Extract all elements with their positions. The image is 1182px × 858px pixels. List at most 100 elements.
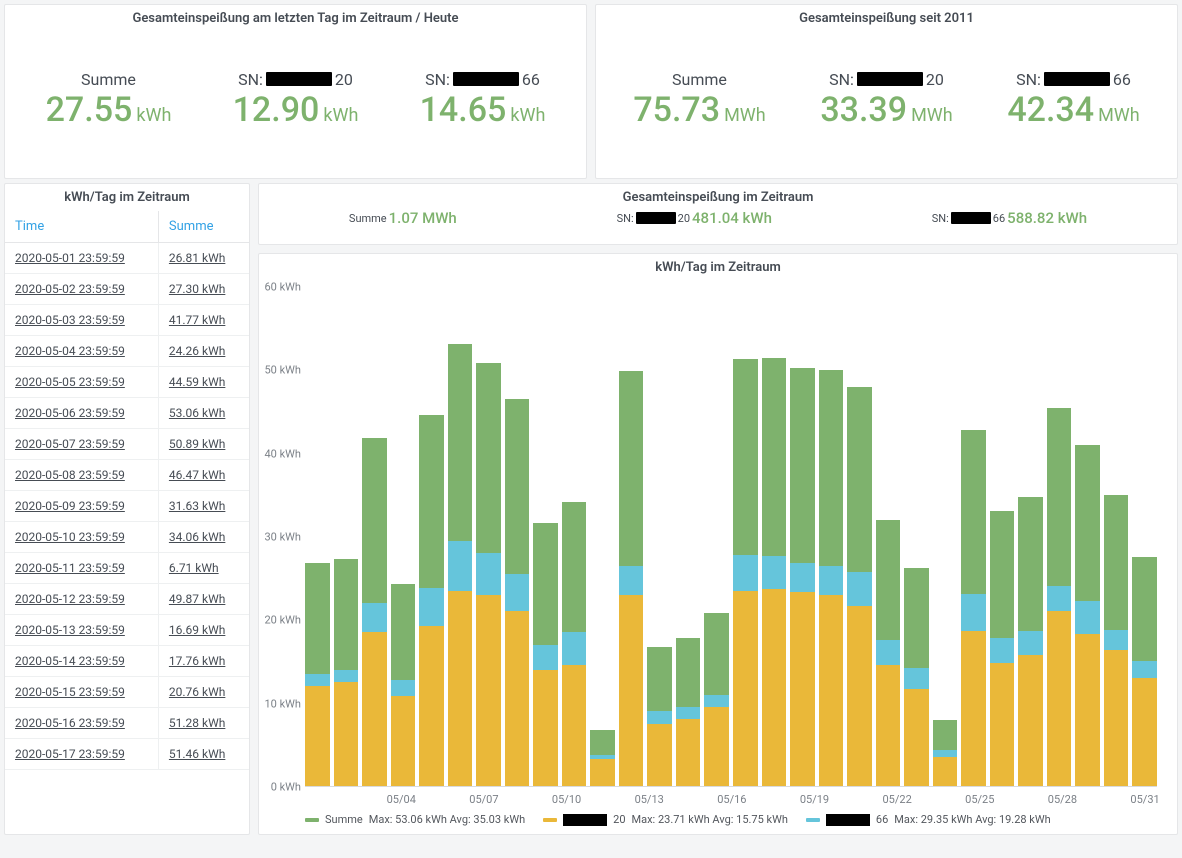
cell-time[interactable]: 2020-05-05 23:59:59 xyxy=(15,375,125,389)
table-row[interactable]: 2020-05-02 23:59:59 27.30 kWh xyxy=(5,274,249,305)
bar-column[interactable] xyxy=(362,287,387,786)
redacted-serial xyxy=(1044,72,1110,86)
table-row[interactable]: 2020-05-08 23:59:59 46.47 kWh xyxy=(5,460,249,491)
legend-item[interactable]: Summe Max: 53.06 kWh Avg: 35.03 kWh xyxy=(305,813,525,826)
panel-title: kWh/Tag im Zeitraum xyxy=(259,254,1177,277)
bar-column[interactable] xyxy=(847,287,872,786)
cell-value[interactable]: 44.59 kWh xyxy=(169,375,225,389)
legend-item[interactable]: 66 Max: 29.35 kWh Avg: 19.28 kWh xyxy=(806,813,1051,826)
cell-value[interactable]: 51.28 kWh xyxy=(169,716,225,730)
bar-column[interactable] xyxy=(762,287,787,786)
legend-item[interactable]: 20 Max: 23.71 kWh Avg: 15.75 kWh xyxy=(543,813,788,826)
cell-value[interactable]: 24.26 kWh xyxy=(169,344,225,358)
table-row[interactable]: 2020-05-13 23:59:59 16.69 kWh xyxy=(5,615,249,646)
bar-column[interactable] xyxy=(990,287,1015,786)
bar-column[interactable] xyxy=(448,287,473,786)
cell-time[interactable]: 2020-05-12 23:59:59 xyxy=(15,592,125,606)
cell-time[interactable]: 2020-05-07 23:59:59 xyxy=(15,437,125,451)
cell-time[interactable]: 2020-05-03 23:59:59 xyxy=(15,313,125,327)
col-time[interactable]: Time xyxy=(5,211,158,243)
table-row[interactable]: 2020-05-09 23:59:59 31.63 kWh xyxy=(5,491,249,522)
table-row[interactable]: 2020-05-05 23:59:59 44.59 kWh xyxy=(5,367,249,398)
bar-column[interactable] xyxy=(819,287,844,786)
bar-column[interactable] xyxy=(619,287,644,786)
cell-time[interactable]: 2020-05-11 23:59:59 xyxy=(15,561,125,575)
bar-column[interactable] xyxy=(533,287,558,786)
cell-value[interactable]: 20.76 kWh xyxy=(169,685,225,699)
table-row[interactable]: 2020-05-01 23:59:59 26.81 kWh xyxy=(5,243,249,274)
table-row[interactable]: 2020-05-16 23:59:59 51.28 kWh xyxy=(5,708,249,739)
cell-value[interactable]: 6.71 kWh xyxy=(169,561,219,575)
cell-time[interactable]: 2020-05-17 23:59:59 xyxy=(15,747,125,761)
cell-value[interactable]: 49.87 kWh xyxy=(169,592,225,606)
cell-value[interactable]: 46.47 kWh xyxy=(169,468,225,482)
bar-column[interactable] xyxy=(790,287,815,786)
bar-column[interactable] xyxy=(476,287,501,786)
cell-time[interactable]: 2020-05-08 23:59:59 xyxy=(15,468,125,482)
table-row[interactable]: 2020-05-12 23:59:59 49.87 kWh xyxy=(5,584,249,615)
cell-value[interactable]: 41.77 kWh xyxy=(169,313,225,327)
cell-time[interactable]: 2020-05-06 23:59:59 xyxy=(15,406,125,420)
table-row[interactable]: 2020-05-06 23:59:59 53.06 kWh xyxy=(5,398,249,429)
bar-column[interactable] xyxy=(334,287,359,786)
cell-time[interactable]: 2020-05-01 23:59:59 xyxy=(15,251,125,265)
bar-seg-yellow xyxy=(904,689,929,786)
total-value: 1.07 MWh xyxy=(389,209,457,227)
cell-time[interactable]: 2020-05-15 23:59:59 xyxy=(15,685,125,699)
bar-column[interactable] xyxy=(1104,287,1129,786)
table-row[interactable]: 2020-05-04 23:59:59 24.26 kWh xyxy=(5,336,249,367)
cell-value[interactable]: 50.89 kWh xyxy=(169,437,225,451)
cell-value[interactable]: 34.06 kWh xyxy=(169,530,225,544)
cell-value[interactable]: 31.63 kWh xyxy=(169,499,225,513)
bar-column[interactable] xyxy=(1018,287,1043,786)
cell-value[interactable]: 51.46 kWh xyxy=(169,747,225,761)
stats-body: Summe27.55kWhSN:2012.90kWhSN:6614.65kWh xyxy=(5,28,586,178)
bar-seg-green xyxy=(562,502,587,632)
panel-since-2011: Gesamteinspeißung seit 2011 Summe75.73MW… xyxy=(595,4,1178,179)
cell-value[interactable]: 27.30 kWh xyxy=(169,282,225,296)
bar-column[interactable] xyxy=(876,287,901,786)
x-tick: 05/13 xyxy=(635,793,664,806)
cell-value[interactable]: 53.06 kWh xyxy=(169,406,225,420)
bar-column[interactable] xyxy=(1132,287,1157,786)
bar-column[interactable] xyxy=(391,287,416,786)
bar-column[interactable] xyxy=(647,287,672,786)
table-row[interactable]: 2020-05-11 23:59:59 6.71 kWh xyxy=(5,553,249,584)
cell-time[interactable]: 2020-05-13 23:59:59 xyxy=(15,623,125,637)
cell-value[interactable]: 17.76 kWh xyxy=(169,654,225,668)
bar-column[interactable] xyxy=(933,287,958,786)
bar-seg-green xyxy=(933,720,958,751)
cell-time[interactable]: 2020-05-09 23:59:59 xyxy=(15,499,125,513)
bar-column[interactable] xyxy=(961,287,986,786)
cell-value[interactable]: 16.69 kWh xyxy=(169,623,225,637)
bar-column[interactable] xyxy=(590,287,615,786)
table-row[interactable]: 2020-05-03 23:59:59 41.77 kWh xyxy=(5,305,249,336)
table-row[interactable]: 2020-05-17 23:59:59 51.46 kWh xyxy=(5,739,249,770)
bar-column[interactable] xyxy=(505,287,530,786)
cell-time[interactable]: 2020-05-04 23:59:59 xyxy=(15,344,125,358)
bar-column[interactable] xyxy=(562,287,587,786)
cell-time[interactable]: 2020-05-14 23:59:59 xyxy=(15,654,125,668)
cell-time[interactable]: 2020-05-16 23:59:59 xyxy=(15,716,125,730)
table-row[interactable]: 2020-05-07 23:59:59 50.89 kWh xyxy=(5,429,249,460)
cell-time[interactable]: 2020-05-10 23:59:59 xyxy=(15,530,125,544)
y-tick: 60 kWh xyxy=(265,281,302,294)
panel-daily-table: kWh/Tag im Zeitraum Time Summe 2020-05-0… xyxy=(4,183,250,835)
bar-seg-yellow xyxy=(990,663,1015,786)
table-row[interactable]: 2020-05-10 23:59:59 34.06 kWh xyxy=(5,522,249,553)
bar-column[interactable] xyxy=(419,287,444,786)
bar-seg-cyan xyxy=(1047,586,1072,611)
table-row[interactable]: 2020-05-15 23:59:59 20.76 kWh xyxy=(5,677,249,708)
bar-column[interactable] xyxy=(704,287,729,786)
bar-column[interactable] xyxy=(676,287,701,786)
col-summe[interactable]: Summe xyxy=(158,211,249,243)
table-row[interactable]: 2020-05-14 23:59:59 17.76 kWh xyxy=(5,646,249,677)
cell-time[interactable]: 2020-05-02 23:59:59 xyxy=(15,282,125,296)
bar-column[interactable] xyxy=(1075,287,1100,786)
chart-area[interactable]: 0 kWh10 kWh20 kWh30 kWh40 kWh50 kWh60 kW… xyxy=(305,287,1157,787)
bar-column[interactable] xyxy=(1047,287,1072,786)
bar-column[interactable] xyxy=(733,287,758,786)
bar-column[interactable] xyxy=(904,287,929,786)
bar-column[interactable] xyxy=(305,287,330,786)
cell-value[interactable]: 26.81 kWh xyxy=(169,251,225,265)
